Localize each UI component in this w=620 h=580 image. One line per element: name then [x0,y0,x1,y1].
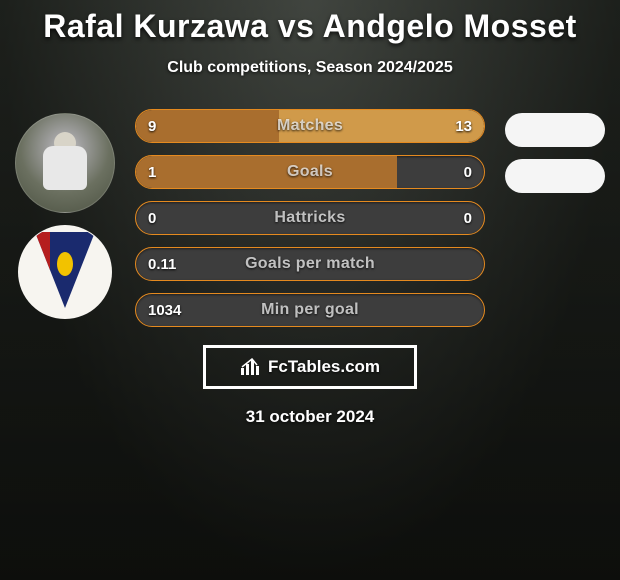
player-right-placeholder [505,159,605,193]
player-left-avatars [15,113,115,319]
player-left-photo [15,113,115,213]
player-right-column [500,105,610,193]
stat-bar: Hattricks0 0 [135,201,485,235]
bar-chart-icon [240,358,262,376]
brand-badge: FcTables.com [203,345,417,389]
stat-value-left: 0 [148,202,156,234]
player-right-placeholder [505,113,605,147]
player-left-club-crest [18,225,112,319]
comparison-content: Matches913Goals10Hattricks00Goals per ma… [0,105,620,327]
brand-text: FcTables.com [268,357,380,377]
stat-bar: Goals1 0 [135,155,485,189]
stat-value-left: 9 [148,110,156,142]
stat-label: Goals [136,156,484,188]
stat-value-left: 1 [148,156,156,188]
stat-label: Min per goal [136,294,484,326]
page-title: Rafal Kurzawa vs Andgelo Mosset [0,0,620,45]
snapshot-date: 31 october 2024 [0,407,620,427]
stat-value-right: 0 [464,202,472,234]
player-right-placeholder-stack [505,105,605,193]
stat-value-left: 1034 [148,294,181,326]
stat-bar: Min per goal1034 [135,293,485,327]
stat-value-left: 0.11 [148,248,176,280]
stat-bar: Matches9 13 [135,109,485,143]
stat-bars: Matches913Goals10Hattricks00Goals per ma… [135,105,485,327]
stat-value-right: 0 [464,156,472,188]
stat-label: Matches [136,110,484,142]
stat-label: Hattricks [136,202,484,234]
stat-value-right: 13 [455,110,472,142]
stat-bar: Goals per match0.11 [135,247,485,281]
stat-label: Goals per match [136,248,484,280]
subtitle: Club competitions, Season 2024/2025 [0,59,620,77]
player-left-column [10,105,120,319]
